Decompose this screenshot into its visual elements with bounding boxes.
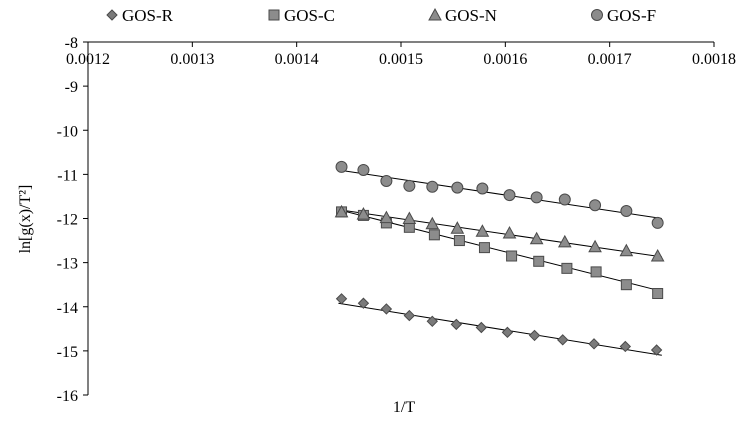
- y-tick-label: -16: [57, 388, 78, 405]
- data-point: [620, 279, 632, 291]
- legend-marker: [428, 7, 442, 21]
- x-tick-label: 0.0012: [66, 51, 110, 68]
- x-tick-label: 0.0017: [588, 51, 632, 68]
- y-axis-title: ln[g(x)/T²]: [17, 185, 34, 254]
- data-point: [380, 303, 393, 315]
- data-point: [476, 182, 489, 195]
- data-point: [588, 338, 600, 350]
- series-gos-r: [335, 293, 663, 356]
- data-point: [652, 288, 664, 300]
- x-tick-labels: 0.0012 0.0013 0.0014 0.0015 0.0016 0.0017 0.00…: [66, 42, 736, 68]
- data-point: [528, 329, 541, 342]
- legend-label: GOS-C: [284, 6, 335, 25]
- data-point: [557, 334, 569, 346]
- legend-marker: [591, 9, 603, 21]
- legend-label: GOS-R: [122, 6, 174, 25]
- data-point: [588, 239, 602, 253]
- data-point: [402, 211, 417, 224]
- trendline-gos-r: [338, 302, 662, 356]
- data-point: [503, 189, 516, 202]
- x-tick-label: 0.0015: [379, 51, 423, 68]
- y-tick-label: -9: [65, 79, 78, 96]
- data-point: [619, 340, 632, 353]
- x-tick-label: 0.0013: [170, 51, 214, 68]
- legend-item-gos-r: GOS-R: [106, 6, 174, 25]
- data-point: [620, 204, 633, 217]
- trendline-gos-n: [338, 209, 662, 258]
- data-point: [453, 235, 465, 247]
- data-point: [425, 216, 440, 230]
- data-point: [561, 262, 573, 274]
- data-point: [357, 163, 370, 176]
- data-point: [590, 266, 602, 278]
- data-point: [475, 321, 488, 334]
- data-point: [335, 160, 348, 173]
- data-point: [506, 250, 518, 262]
- legend-label: GOS-F: [607, 6, 656, 25]
- data-points: [334, 160, 665, 356]
- data-point: [357, 297, 370, 309]
- y-tick-label: -11: [57, 167, 78, 184]
- data-point: [650, 344, 663, 356]
- series-gos-n: [334, 204, 665, 262]
- data-point: [356, 207, 371, 220]
- data-point: [589, 199, 602, 212]
- legend-marker: [106, 9, 118, 21]
- y-tick-label: -8: [65, 35, 78, 52]
- legend-label: GOS-N: [445, 6, 497, 25]
- y-tick-label: -15: [57, 344, 78, 361]
- data-point: [650, 248, 665, 262]
- data-point: [450, 318, 463, 331]
- legend-item-gos-c: GOS-C: [268, 6, 335, 25]
- data-point: [334, 204, 349, 218]
- data-point: [426, 315, 439, 328]
- y-tick-label: -14: [57, 300, 78, 317]
- data-point: [529, 231, 544, 245]
- data-point: [619, 243, 634, 257]
- y-tick-labels: -8 -9 -10 -11 -12 -13 -14 -15 -16: [57, 35, 88, 405]
- data-point: [651, 216, 664, 229]
- trendline-gos-c: [338, 209, 662, 292]
- y-tick-label: -12: [57, 212, 78, 229]
- data-point: [403, 309, 416, 322]
- data-point: [501, 326, 514, 339]
- data-point: [379, 210, 394, 224]
- data-point: [335, 293, 348, 305]
- x-tick-label: 0.0016: [483, 51, 527, 68]
- data-point: [533, 255, 545, 267]
- data-point: [380, 174, 393, 187]
- legend-marker: [268, 9, 280, 21]
- legend-item-gos-f: GOS-F: [591, 6, 656, 25]
- data-point: [451, 181, 464, 194]
- data-point: [502, 226, 517, 239]
- x-axis-title: 1/T: [393, 399, 415, 416]
- data-point: [403, 179, 416, 192]
- data-point: [428, 229, 440, 241]
- data-point: [478, 242, 490, 254]
- x-tick-label: 0.0014: [275, 51, 319, 68]
- trendline-gos-f: [338, 169, 662, 219]
- x-tick-label: 0.0018: [692, 51, 736, 68]
- data-point: [426, 180, 439, 193]
- data-point: [558, 193, 571, 206]
- data-point: [475, 224, 490, 237]
- data-point: [450, 221, 465, 234]
- series-gos-f: [335, 160, 664, 229]
- legend: GOS-R GOS-C GOS-N GOS-F: [106, 6, 656, 25]
- legend-item-gos-n: GOS-N: [428, 6, 497, 25]
- data-point: [557, 234, 572, 248]
- y-tick-label: -13: [57, 256, 78, 273]
- data-point: [530, 191, 543, 204]
- y-tick-label: -10: [57, 123, 78, 140]
- trendlines: [338, 169, 662, 356]
